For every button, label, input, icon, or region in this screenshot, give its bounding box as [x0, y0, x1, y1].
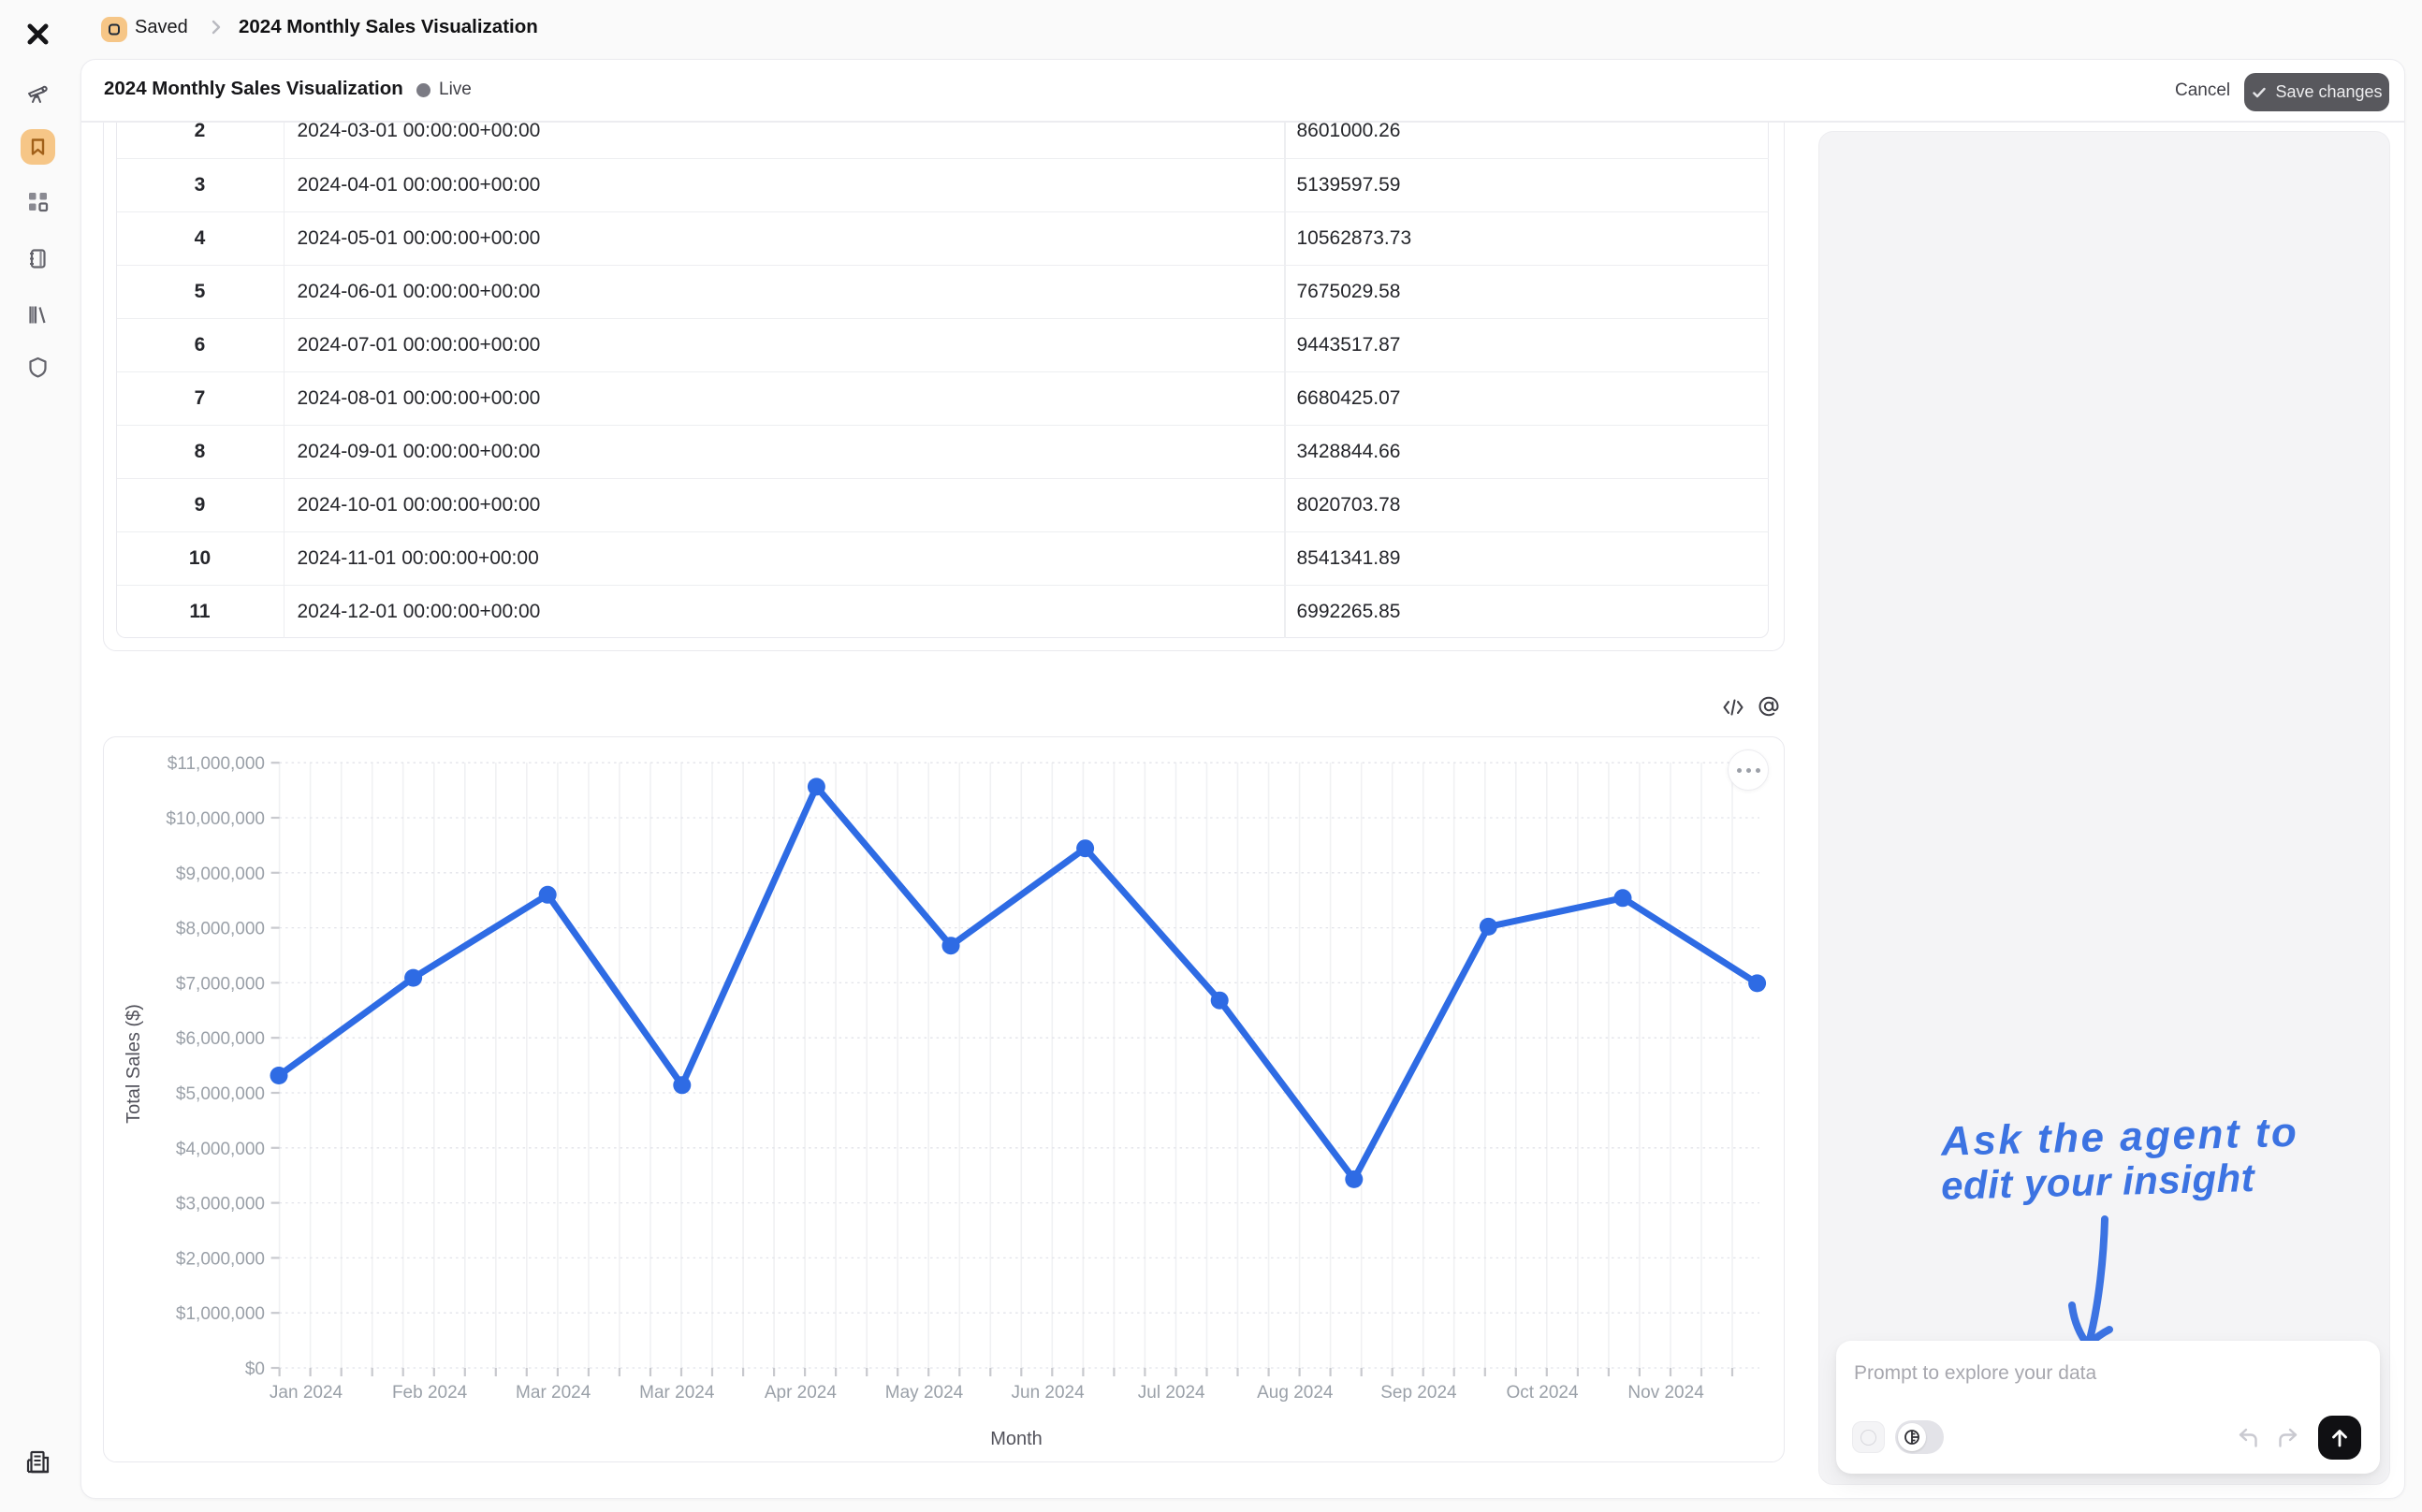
svg-text:Mar 2024: Mar 2024: [516, 1383, 591, 1403]
svg-text:Nov 2024: Nov 2024: [1627, 1383, 1704, 1403]
svg-text:$4,000,000: $4,000,000: [176, 1140, 265, 1159]
svg-text:$1,000,000: $1,000,000: [176, 1304, 265, 1324]
svg-text:May 2024: May 2024: [885, 1383, 964, 1403]
svg-text:$3,000,000: $3,000,000: [176, 1195, 265, 1214]
svg-text:Month: Month: [990, 1429, 1043, 1449]
svg-text:Aug 2024: Aug 2024: [1257, 1383, 1334, 1403]
svg-text:$6,000,000: $6,000,000: [176, 1029, 265, 1049]
svg-text:Mar 2024: Mar 2024: [639, 1383, 715, 1403]
svg-text:Apr 2024: Apr 2024: [765, 1383, 838, 1403]
svg-text:$5,000,000: $5,000,000: [176, 1084, 265, 1104]
svg-text:$9,000,000: $9,000,000: [176, 865, 265, 884]
svg-text:$2,000,000: $2,000,000: [176, 1249, 265, 1269]
svg-text:Oct 2024: Oct 2024: [1506, 1383, 1579, 1403]
svg-text:Sep 2024: Sep 2024: [1380, 1383, 1457, 1403]
svg-text:Feb 2024: Feb 2024: [392, 1383, 468, 1403]
svg-text:Jun 2024: Jun 2024: [1012, 1383, 1086, 1403]
svg-text:$8,000,000: $8,000,000: [176, 920, 265, 939]
svg-text:Total Sales ($): Total Sales ($): [124, 1004, 144, 1124]
svg-text:$0: $0: [245, 1359, 265, 1379]
svg-text:$7,000,000: $7,000,000: [176, 974, 265, 994]
svg-text:Jul 2024: Jul 2024: [1138, 1383, 1205, 1403]
svg-text:Jan 2024: Jan 2024: [270, 1383, 343, 1403]
svg-text:$10,000,000: $10,000,000: [166, 809, 265, 829]
svg-text:$11,000,000: $11,000,000: [168, 754, 265, 774]
